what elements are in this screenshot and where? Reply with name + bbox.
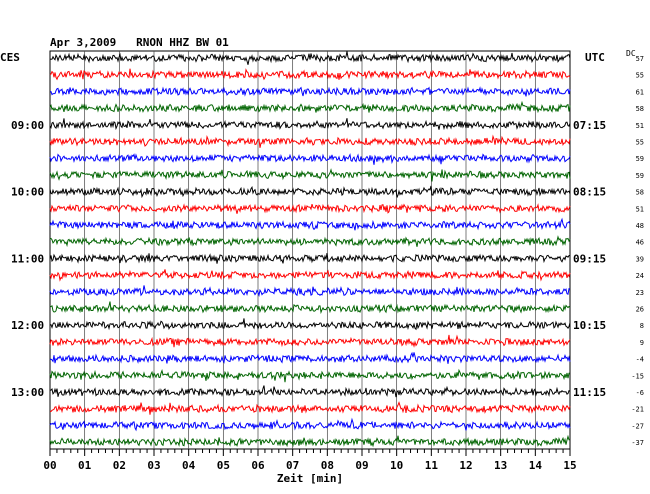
dc-value-label: -4 — [636, 356, 644, 364]
seismic-trace — [49, 368, 571, 383]
left-hour-label: 13:00 — [11, 386, 44, 399]
right-timezone-label: UTC — [585, 51, 605, 64]
seismic-trace — [49, 401, 571, 415]
right-hour-label: 08:15 — [573, 186, 606, 199]
seismic-trace — [49, 217, 571, 231]
plot-grid — [49, 50, 571, 450]
seismic-trace — [49, 134, 571, 148]
x-tick-label: 13 — [494, 459, 507, 472]
dc-value-label: 8 — [640, 322, 644, 330]
trace-group — [49, 51, 571, 448]
dc-value-label: -37 — [631, 439, 644, 447]
dc-value-label: 23 — [636, 289, 644, 297]
seismic-trace — [49, 417, 571, 432]
seismic-trace — [49, 269, 571, 282]
dc-value-label: 26 — [636, 306, 644, 314]
chart-title: Apr 3,2009 RNON HHZ BW 01 — [50, 36, 229, 49]
left-timezone-label: CES — [0, 51, 20, 64]
right-hour-label: 07:15 — [573, 119, 606, 132]
x-tick-label: 12 — [459, 459, 472, 472]
seismic-trace — [49, 51, 571, 65]
x-tick-label: 09 — [355, 459, 368, 472]
seismic-trace — [49, 301, 571, 315]
x-tick-label: 08 — [321, 459, 334, 472]
dc-value-label: -27 — [631, 422, 644, 430]
left-hour-label: 10:00 — [11, 186, 44, 199]
seismic-trace — [49, 68, 571, 81]
seismic-trace — [49, 153, 571, 165]
x-axis-label: Zeit [min] — [277, 472, 343, 485]
seismic-trace — [49, 235, 571, 248]
seismic-trace — [49, 351, 571, 364]
dc-value-label: 55 — [636, 72, 644, 80]
dc-value-label: -21 — [631, 406, 644, 414]
seismic-trace — [49, 168, 571, 182]
x-tick-label: 04 — [182, 459, 196, 472]
seismic-trace — [49, 86, 571, 97]
x-tick-label: 05 — [217, 459, 230, 472]
x-tick-label: 10 — [390, 459, 403, 472]
x-tick-label: 00 — [43, 459, 56, 472]
dc-value-label: 48 — [636, 222, 644, 230]
left-hour-label: 11:00 — [11, 252, 44, 265]
seismic-trace — [49, 434, 571, 448]
x-tick-label: 07 — [286, 459, 299, 472]
right-hour-label: 09:15 — [573, 252, 606, 265]
seismic-trace — [49, 385, 571, 398]
seismic-trace — [49, 100, 571, 114]
dc-value-label: 57 — [636, 55, 644, 63]
dc-value-label: 24 — [636, 272, 644, 280]
left-hour-label: 09:00 — [11, 119, 44, 132]
x-tick-label: 06 — [251, 459, 265, 472]
plot-frame — [49, 50, 571, 450]
x-tick-label: 11 — [425, 459, 439, 472]
x-tick-label: 02 — [113, 459, 126, 472]
dc-value-label: 55 — [636, 139, 644, 147]
dc-header-label: DC — [626, 49, 636, 58]
dc-value-label: -6 — [636, 389, 644, 397]
dc-value-label: 46 — [636, 239, 644, 247]
dc-value-label: 51 — [636, 205, 644, 213]
x-tick-label: 01 — [78, 459, 92, 472]
seismic-trace — [49, 318, 571, 331]
x-axis: 00 01 02 03 04 05 06 07 08 09 10 11 12 13 14 15 — [43, 449, 577, 472]
right-hour-label: 11:15 — [573, 386, 606, 399]
seismic-trace — [49, 118, 571, 131]
seismic-trace — [49, 253, 571, 264]
dc-value-label: 58 — [636, 105, 644, 113]
dc-value-label: 58 — [636, 189, 644, 197]
x-tick-label: 15 — [563, 459, 576, 472]
side-labels: 09:00 10:00 11:00 12:00 13:00 07:15 08:15 09:15… — [11, 55, 644, 447]
seismic-trace — [49, 334, 571, 348]
dc-value-label: 59 — [636, 155, 644, 163]
dc-value-label: -15 — [631, 372, 644, 380]
dc-value-label: 61 — [636, 88, 644, 96]
x-tick-label: 14 — [529, 459, 543, 472]
seismic-trace — [49, 285, 571, 298]
seismic-trace — [49, 185, 571, 199]
left-hour-label: 12:00 — [11, 319, 44, 332]
x-tick-label: 03 — [147, 459, 160, 472]
dc-value-label: 9 — [640, 339, 644, 347]
right-hour-label: 10:15 — [573, 319, 606, 332]
dc-value-label: 59 — [636, 172, 644, 180]
dc-value-label: 39 — [636, 255, 644, 263]
seismic-trace — [49, 203, 571, 214]
dc-value-label: 51 — [636, 122, 644, 130]
